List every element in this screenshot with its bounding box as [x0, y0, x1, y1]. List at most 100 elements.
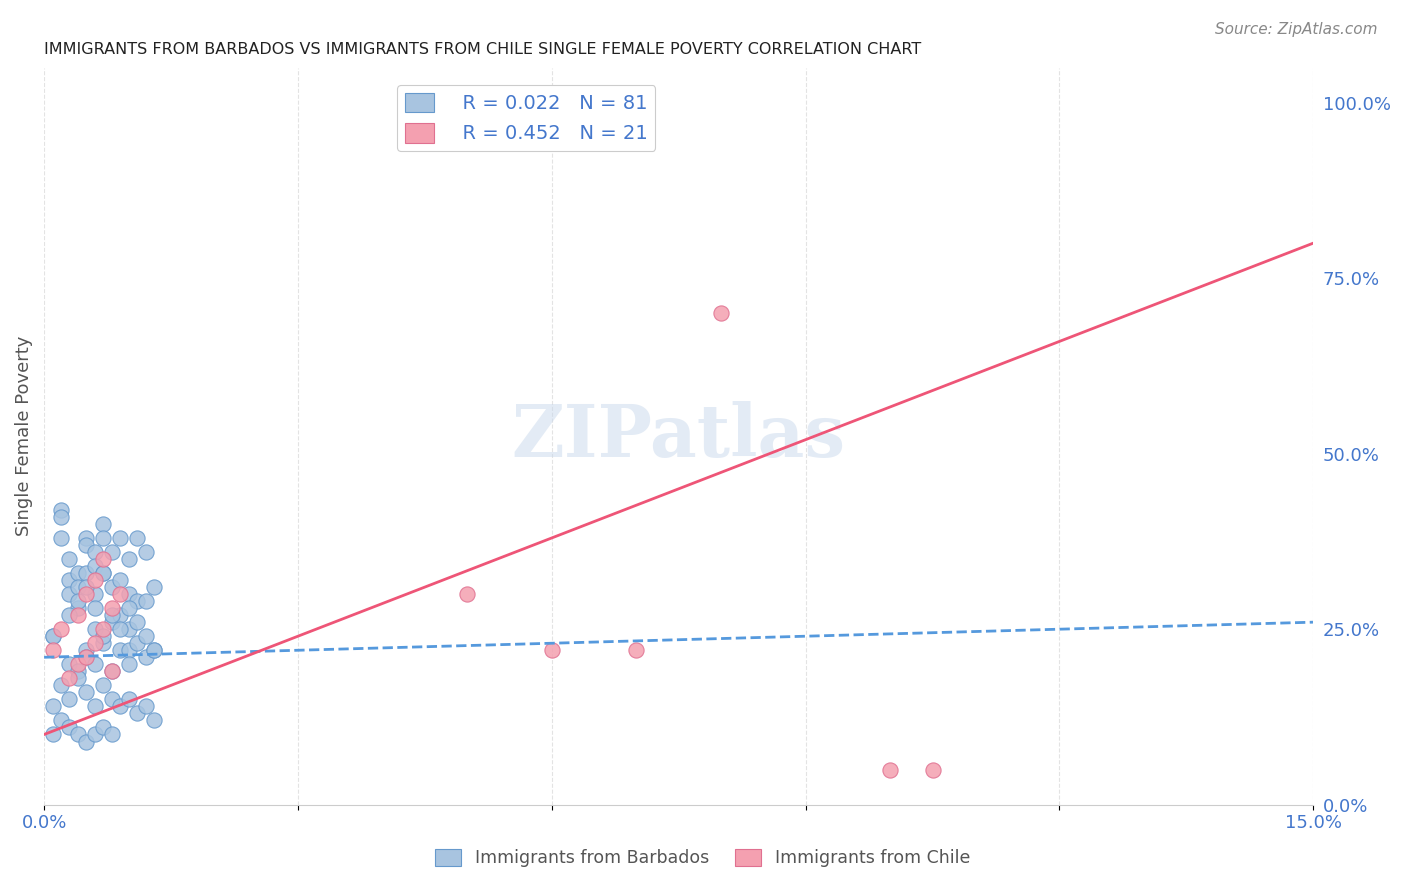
Point [91, 636, 114, 650]
Point [83, 601, 105, 615]
Point [49, 622, 72, 636]
Point [101, 665, 124, 679]
Point [58, 657, 80, 672]
Point [127, 636, 149, 650]
Point [91, 531, 114, 545]
Point [626, 643, 648, 657]
Point [75, 538, 97, 552]
Point [66, 671, 89, 685]
Text: IMMIGRANTS FROM BARBADOS VS IMMIGRANTS FROM CHILE SINGLE FEMALE POVERTY CORRELAT: IMMIGRANTS FROM BARBADOS VS IMMIGRANTS F… [44, 42, 921, 57]
Point [75, 734, 97, 748]
Point [110, 608, 132, 623]
Point [75, 531, 97, 545]
Point [49, 509, 72, 524]
Point [66, 665, 89, 679]
Point [66, 566, 89, 580]
Point [101, 580, 124, 594]
Text: Source: ZipAtlas.com: Source: ZipAtlas.com [1215, 22, 1378, 37]
Point [58, 671, 80, 685]
Point [91, 678, 114, 692]
Point [49, 503, 72, 517]
Point [41, 643, 63, 657]
Point [143, 643, 166, 657]
Point [91, 629, 114, 643]
Point [83, 573, 105, 587]
Point [91, 552, 114, 566]
Point [127, 706, 149, 721]
Point [101, 615, 124, 630]
Point [135, 629, 157, 643]
Point [135, 650, 157, 665]
Point [118, 657, 141, 672]
Point [91, 622, 114, 636]
Point [135, 594, 157, 608]
Point [143, 714, 166, 728]
Point [41, 629, 63, 643]
Point [66, 727, 89, 741]
Point [101, 545, 124, 559]
Point [91, 516, 114, 531]
Point [66, 657, 89, 672]
Point [101, 692, 124, 706]
Point [118, 552, 141, 566]
Point [75, 566, 97, 580]
Point [41, 727, 63, 741]
Point [135, 545, 157, 559]
Point [91, 721, 114, 735]
Point [921, 763, 943, 777]
Point [118, 622, 141, 636]
Point [540, 95, 562, 110]
Point [110, 622, 132, 636]
Point [41, 629, 63, 643]
Point [143, 580, 166, 594]
Point [101, 727, 124, 741]
Point [75, 587, 97, 601]
Point [456, 587, 478, 601]
Point [58, 608, 80, 623]
Point [127, 615, 149, 630]
Point [83, 636, 105, 650]
Point [83, 622, 105, 636]
Legend: Immigrants from Barbados, Immigrants from Chile: Immigrants from Barbados, Immigrants fro… [429, 842, 977, 874]
Point [118, 643, 141, 657]
Text: ZIPatlas: ZIPatlas [512, 401, 846, 472]
Point [135, 699, 157, 714]
Point [91, 566, 114, 580]
Y-axis label: Single Female Poverty: Single Female Poverty [15, 336, 32, 536]
Point [83, 657, 105, 672]
Point [58, 587, 80, 601]
Point [83, 727, 105, 741]
Point [75, 643, 97, 657]
Point [75, 685, 97, 699]
Point [83, 699, 105, 714]
Legend:   R = 0.022   N = 81,   R = 0.452   N = 21: R = 0.022 N = 81, R = 0.452 N = 21 [398, 85, 655, 151]
Point [66, 580, 89, 594]
Point [118, 587, 141, 601]
Point [66, 594, 89, 608]
Point [118, 601, 141, 615]
Point [58, 573, 80, 587]
Point [110, 531, 132, 545]
Point [101, 665, 124, 679]
Point [49, 531, 72, 545]
Point [75, 650, 97, 665]
Point [66, 601, 89, 615]
Point [58, 721, 80, 735]
Point [540, 643, 562, 657]
Point [83, 559, 105, 574]
Point [75, 650, 97, 665]
Point [118, 692, 141, 706]
Point [101, 601, 124, 615]
Point [110, 587, 132, 601]
Point [127, 531, 149, 545]
Point [49, 678, 72, 692]
Point [58, 692, 80, 706]
Point [83, 545, 105, 559]
Point [879, 763, 901, 777]
Point [143, 643, 166, 657]
Point [110, 699, 132, 714]
Point [83, 587, 105, 601]
Point [91, 566, 114, 580]
Point [49, 714, 72, 728]
Point [75, 580, 97, 594]
